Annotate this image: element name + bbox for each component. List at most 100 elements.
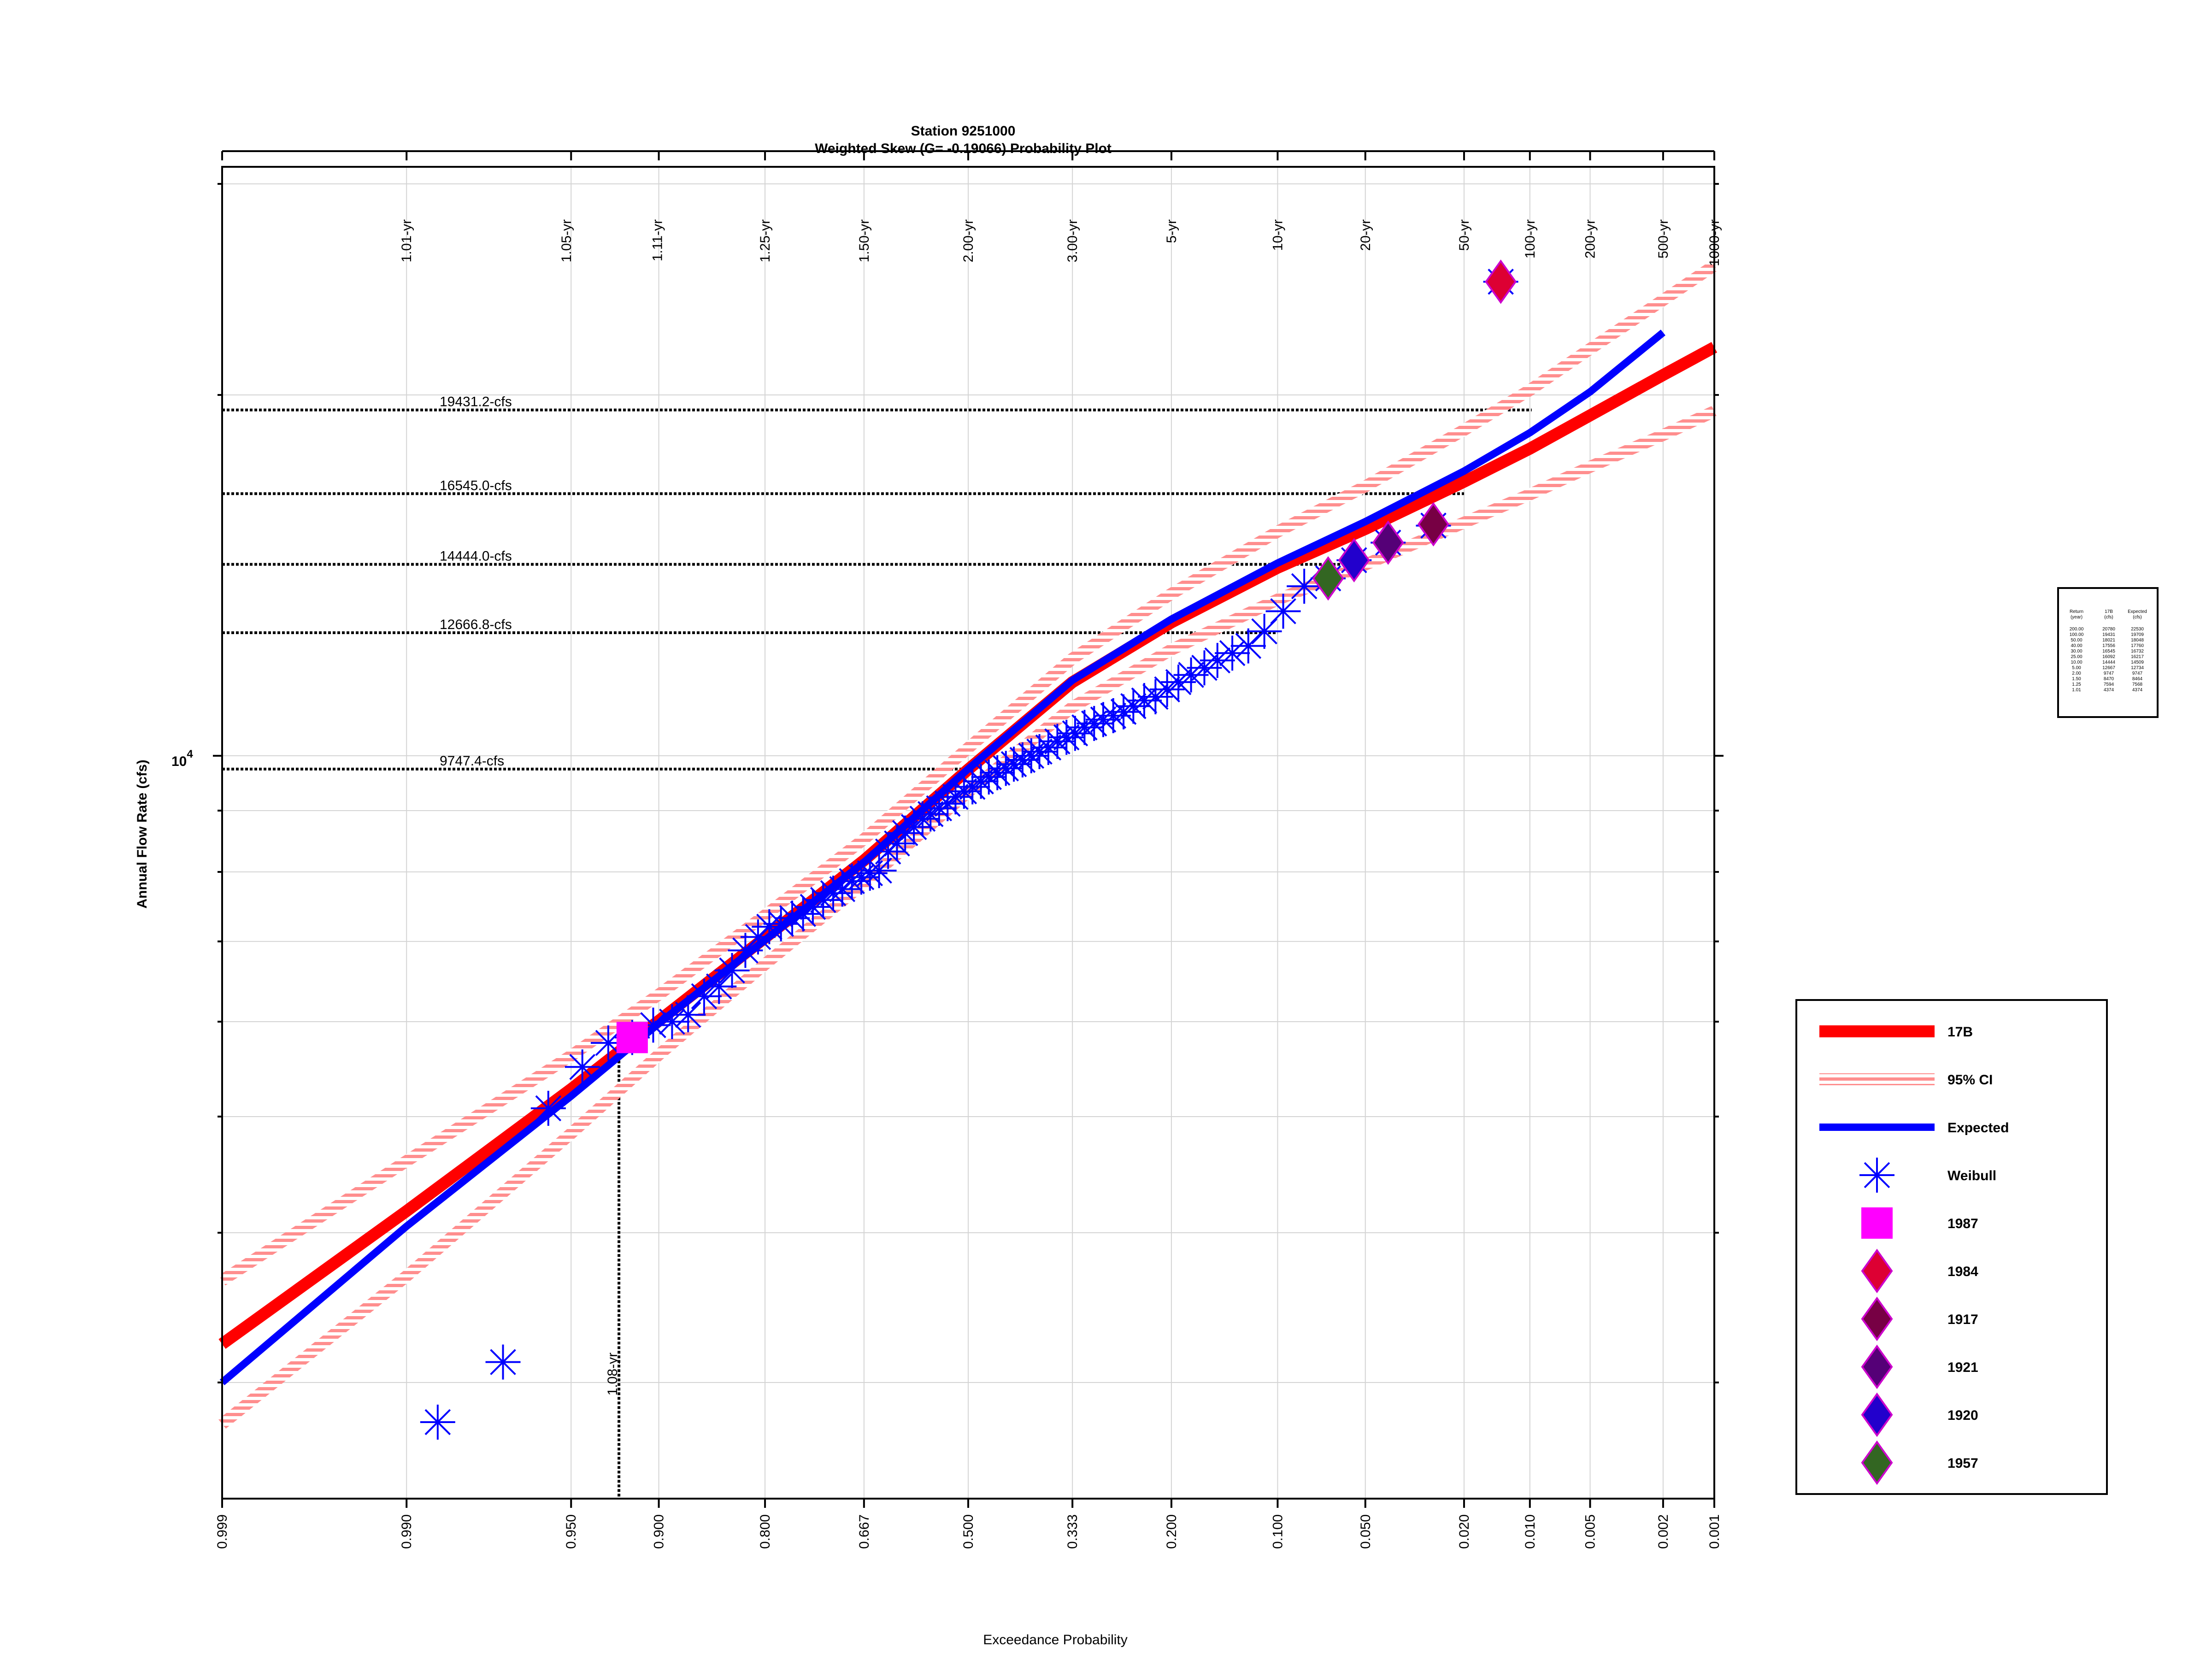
weibull-point: [1126, 683, 1162, 718]
legend-label: 1987: [1947, 1216, 1978, 1231]
summary-cell: 10.00: [2071, 660, 2082, 665]
y-tick-base: 10: [171, 754, 187, 769]
legend-symbol-1920: [1861, 1392, 1893, 1437]
year-marker-1987: [616, 1022, 648, 1053]
summary-cell: 17556: [2102, 643, 2115, 648]
weibull-point: [795, 889, 830, 924]
summary-cell: 40.00: [2071, 643, 2082, 648]
weibull-point: [1149, 671, 1185, 707]
chart-subtitle: Weighted Skew (G= -0.19066) Probability …: [815, 141, 1112, 156]
weibull-point-stroke: [1100, 702, 1127, 729]
summary-header: (cfs): [2133, 615, 2141, 620]
x-tick-label: 0.100: [1270, 1514, 1285, 1549]
weibull-point-stroke: [779, 905, 806, 931]
legend-label: Expected: [1947, 1120, 2009, 1135]
return-period-label: 1.25-yr: [758, 219, 773, 262]
return-period-label: 1.05-yr: [559, 219, 574, 262]
weibull-point-stroke: [1219, 640, 1246, 666]
return-period-label: 5-yr: [1164, 219, 1179, 243]
summary-header: Expected: [2128, 609, 2147, 614]
legend-label: 1920: [1947, 1408, 1978, 1423]
summary-cell: 4374: [2132, 688, 2143, 693]
x-axis-label: Exceedance Probability: [983, 1632, 1128, 1647]
summary-cell: 18021: [2102, 638, 2115, 643]
summary-cell: 16092: [2102, 654, 2115, 659]
weibull-point-stroke: [1204, 647, 1231, 674]
summary-box: [2057, 587, 2159, 718]
x-tick-label: 0.500: [961, 1514, 976, 1549]
flow-guide-label: 19431.2-cfs: [440, 394, 512, 410]
summary-cell: 9747: [2132, 671, 2143, 676]
year-marker-1921: [1372, 520, 1404, 565]
x-axis-ticks: 0.999 0.990 0.950 0.900 0.800 0.667 0.500 0.333…: [215, 151, 1722, 1549]
weibull-point: [686, 978, 722, 1014]
series-markers: [420, 259, 1518, 1440]
x-tick-label: 0.002: [1656, 1514, 1671, 1549]
series-lines: [218, 329, 1718, 1386]
line-expected: [219, 329, 1665, 1386]
summary-cell: 30.00: [2071, 649, 2082, 654]
summary-table: Return(year)17B(cfs)Expected(cfs)200.00 2…: [2057, 587, 2159, 718]
weibull-point: [752, 909, 787, 945]
ci-upper-line: [218, 260, 1718, 1286]
x-tick-label: 0.333: [1065, 1514, 1080, 1549]
flow-guide-label: 14444.0-cfs: [440, 549, 512, 564]
year-marker-1920: [1338, 538, 1370, 582]
legend-symbol-1957: [1861, 1440, 1893, 1485]
summary-header: Return: [2070, 609, 2083, 614]
return-period-label: 1.01-yr: [399, 219, 414, 262]
weibull-point: [1106, 694, 1141, 729]
x-tick-label: 0.010: [1523, 1514, 1538, 1549]
legend-label: 1917: [1947, 1312, 1978, 1327]
weibull-point-stroke: [569, 1053, 595, 1080]
chart-title: Station 9251000: [911, 124, 1016, 139]
x-tick-label: 0.200: [1164, 1514, 1179, 1549]
return-period-label: 50-yr: [1457, 219, 1472, 251]
summary-cell: 1.25: [2072, 682, 2081, 687]
y-axis-label: Annual Flow Rate (cfs): [135, 759, 150, 908]
legend-symbol-1921: [1861, 1344, 1893, 1389]
summary-cell: 22530: [2131, 627, 2144, 632]
weibull-point-stroke: [691, 983, 718, 1010]
weibull-point: [861, 853, 897, 888]
summary-cell: 9747: [2104, 671, 2114, 676]
summary-cell: 100.00: [2070, 632, 2084, 637]
return-period-label: 3.00-yr: [1065, 219, 1080, 262]
legend-label: 95% CI: [1947, 1072, 1993, 1088]
x-tick-label: 0.999: [215, 1514, 230, 1549]
x-tick-label: 0.050: [1358, 1514, 1373, 1549]
weibull-point: [1057, 716, 1093, 751]
summary-cell: 5.00: [2072, 665, 2081, 671]
weibull-point: [654, 1004, 690, 1039]
x-tick-label: 0.900: [652, 1514, 667, 1549]
summary-cell: 200.00: [2070, 627, 2084, 632]
legend-label: 1984: [1947, 1264, 1978, 1279]
weibull-point: [420, 1404, 455, 1440]
legend-label: Weibull: [1947, 1168, 1996, 1183]
x-tick-label: 0.950: [564, 1514, 579, 1549]
summary-cell: 16732: [2131, 649, 2144, 654]
weibull-point: [1230, 628, 1266, 664]
weibull-point: [785, 896, 821, 932]
legend: 17B 95% CI Expected Weibull 1987 1984 1917 1921…: [1795, 999, 2108, 1495]
weibull-point: [530, 1091, 566, 1126]
summary-cell: 19709: [2131, 632, 2144, 637]
summary-cell: 14509: [2131, 660, 2144, 665]
x-tick-label: 0.667: [857, 1514, 872, 1549]
weibull-point: [806, 882, 841, 918]
summary-header: 17B: [2105, 609, 2113, 614]
summary-cell: 8464: [2132, 677, 2143, 682]
summary-cell: 1.01: [2072, 688, 2081, 693]
weibull-point-stroke: [490, 1349, 516, 1375]
ci-lower-line: [218, 406, 1717, 1429]
weibull-point: [775, 900, 810, 936]
return-guide-label: 1.08-yr: [605, 1353, 620, 1395]
legend-symbol-1984: [1861, 1248, 1893, 1294]
y-tick-exponent: 4: [187, 748, 193, 760]
legend-symbol-Weibull: [1859, 1158, 1894, 1193]
summary-cell: 20780: [2102, 627, 2115, 632]
weibull-point-stroke: [595, 1030, 622, 1056]
flow-guide-label: 9747.4-cfs: [440, 753, 504, 769]
weibull-point-stroke: [1270, 598, 1296, 624]
